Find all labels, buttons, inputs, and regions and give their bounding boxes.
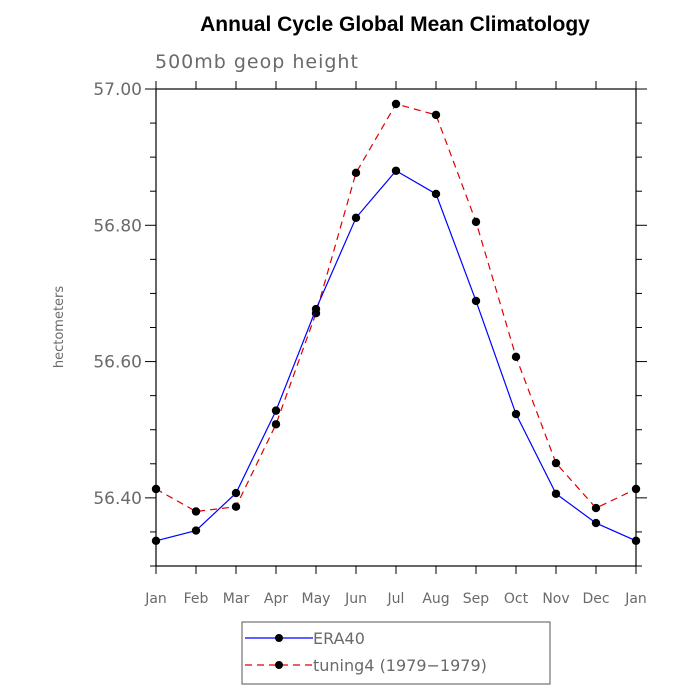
y-tick-label: 57.00 <box>93 80 142 100</box>
data-point <box>151 484 161 494</box>
x-tick-label: Sep <box>463 591 490 607</box>
chart-subtitle: 500mb geop height <box>155 51 359 73</box>
legend-marker-tuning4 <box>275 661 283 669</box>
data-point <box>591 503 601 513</box>
data-point <box>431 189 441 199</box>
data-point <box>511 352 521 362</box>
data-point <box>271 406 281 415</box>
data-point <box>351 213 361 222</box>
data-point <box>471 217 481 227</box>
series-line <box>155 170 637 542</box>
data-point <box>511 409 521 419</box>
y-tick-label: 56.80 <box>93 216 142 236</box>
data-point <box>391 99 401 109</box>
y-axis-label: hectometers <box>52 286 67 369</box>
x-tick-label: Dec <box>582 591 609 607</box>
data-point <box>631 484 641 494</box>
series-line <box>155 103 637 513</box>
data-point <box>351 168 361 178</box>
x-tick-label: May <box>302 591 331 607</box>
y-tick-label: 56.40 <box>93 489 142 509</box>
legend-label-tuning4: tuning4 (1979−1979) <box>313 656 487 675</box>
y-tick-label: 56.60 <box>93 353 142 373</box>
x-tick-label: Mar <box>223 591 250 607</box>
series-era40 <box>151 166 641 545</box>
data-point <box>191 526 201 535</box>
x-tick-label: Oct <box>504 591 529 607</box>
data-point <box>471 296 481 306</box>
data-point <box>551 489 561 498</box>
x-tick-label: Nov <box>542 591 569 607</box>
x-tick-label: Apr <box>264 591 288 607</box>
data-point <box>271 420 281 429</box>
data-point <box>631 536 641 545</box>
y-tick-labels: 56.40 56.60 56.80 57.00 <box>93 80 142 509</box>
x-tick-label: Jan <box>624 591 647 607</box>
data-point <box>231 488 241 498</box>
chart-title: Annual Cycle Global Mean Climatology <box>200 13 590 36</box>
x-tick-label: Jan <box>144 591 167 607</box>
legend-marker-era40 <box>275 634 283 642</box>
data-point <box>591 518 601 528</box>
data-point <box>311 304 321 314</box>
legend-box <box>241 621 551 685</box>
data-point <box>431 110 441 120</box>
x-tick-label: Feb <box>184 591 209 607</box>
data-point <box>551 458 561 468</box>
x-tick-label: Aug <box>422 591 449 607</box>
data-point <box>191 507 201 516</box>
plot-frame <box>155 88 637 567</box>
data-point <box>151 536 161 545</box>
x-tick-label: Jul <box>387 591 405 607</box>
legend: ERA40 tuning4 (1979−1979) <box>241 621 551 685</box>
series-layer <box>151 99 641 545</box>
legend-label-era40: ERA40 <box>313 629 365 648</box>
x-tick-labels: Jan Feb Mar Apr May Jun Jul Aug Sep Oct Nov Dec Jan <box>144 591 647 607</box>
data-point <box>231 502 241 511</box>
axes <box>145 81 647 574</box>
series-tuning4 <box>151 99 641 516</box>
data-point <box>391 166 401 175</box>
x-tick-label: Jun <box>344 591 367 607</box>
